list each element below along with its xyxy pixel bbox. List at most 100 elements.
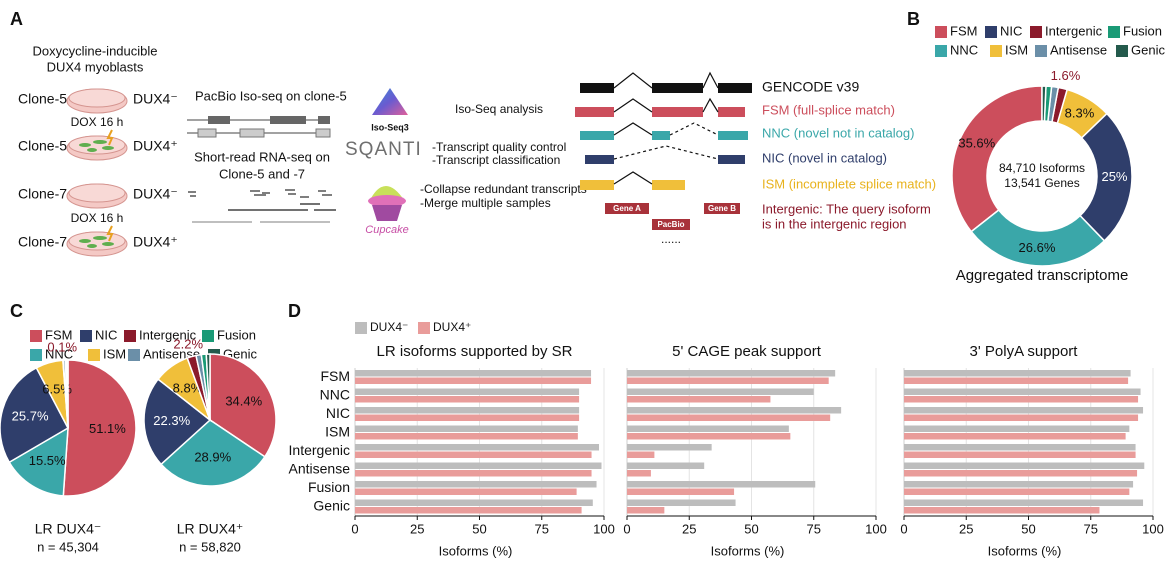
- bar: [627, 396, 771, 403]
- structure-label: is in the intergenic region: [762, 216, 907, 231]
- bar: [904, 377, 1129, 384]
- bar: [627, 470, 651, 477]
- x-axis-label: Isoforms (%): [711, 543, 785, 558]
- slice: [205, 353, 211, 421]
- legend-label: Fusion: [217, 327, 256, 342]
- bar: [904, 470, 1138, 477]
- panel-a: A Doxycycline-inducible DUX4 myoblasts C…: [10, 9, 936, 257]
- bar: [355, 470, 592, 477]
- legend-label: FSM: [950, 23, 977, 38]
- legend-swatch: [30, 330, 42, 342]
- x-tick-label: 100: [593, 521, 615, 536]
- subplot-title: 5' CAGE peak support: [672, 343, 822, 360]
- title-line: DUX4 myoblasts: [47, 59, 144, 74]
- bar: [355, 462, 602, 469]
- legend-swatch: [355, 322, 367, 334]
- bar: [904, 451, 1136, 458]
- value-label: 25%: [1101, 169, 1127, 184]
- legend-label: Antisense: [143, 346, 200, 361]
- legend-swatch: [1108, 26, 1120, 38]
- step-label: Iso-Seq analysis: [455, 102, 543, 116]
- value-label: 26.6%: [1019, 240, 1056, 255]
- value-label: 15.5%: [29, 453, 66, 468]
- bar: [627, 481, 816, 488]
- legend-label: NIC: [95, 327, 117, 342]
- bar: [627, 370, 836, 377]
- ellipsis: ......: [661, 232, 681, 246]
- tool-label: Cupcake: [365, 224, 408, 236]
- value-label: 1.6%: [1051, 68, 1081, 83]
- slice: [970, 208, 1106, 267]
- pie-name: LR DUX4⁺: [177, 521, 244, 537]
- bar: [627, 488, 735, 495]
- legend-label: DUX4⁺: [433, 320, 471, 334]
- slice: [1041, 85, 1047, 122]
- legend-swatch: [128, 349, 140, 361]
- bar: [904, 396, 1139, 403]
- panel-label: C: [10, 301, 23, 321]
- x-tick-label: 0: [351, 521, 358, 536]
- x-tick-label: 100: [865, 521, 887, 536]
- long-reads: [187, 116, 331, 138]
- bar: [627, 407, 842, 414]
- x-tick-label: 25: [959, 521, 973, 536]
- state-label: DUX4⁻: [133, 186, 178, 202]
- legend-label: Fusion: [1123, 23, 1162, 38]
- clone-label: Clone-7: [18, 186, 67, 202]
- pie-n: n = 58,820: [179, 539, 241, 554]
- legend-label: FSM: [45, 327, 72, 342]
- short-reads: [188, 189, 336, 223]
- state-label: DUX4⁺: [133, 234, 178, 250]
- x-tick-label: 0: [623, 521, 630, 536]
- structure-label: GENCODE v39: [762, 79, 859, 95]
- x-tick-label: 50: [472, 521, 486, 536]
- subplot-title: LR isoforms supported by SR: [377, 343, 573, 360]
- bar: [904, 370, 1131, 377]
- short-read-label: Short-read RNA-seq on: [194, 149, 330, 164]
- step-label: -Merge multiple samples: [420, 196, 551, 210]
- x-tick-label: 50: [1021, 521, 1035, 536]
- pacbio-label: PacBio: [657, 220, 684, 229]
- bar: [627, 414, 831, 421]
- subtitle: Aggregated transcriptome: [956, 267, 1129, 284]
- x-tick-label: 100: [1142, 521, 1164, 536]
- step-label: -Collapse redundant transcripts: [420, 182, 587, 196]
- bar: [355, 444, 600, 451]
- isoform-structures: [575, 71, 752, 230]
- slice: [159, 419, 266, 487]
- y-tick-label: Genic: [313, 497, 350, 513]
- value-label: 0.1%: [47, 340, 77, 355]
- legend-swatch: [88, 349, 100, 361]
- legend-label: ISM: [1005, 42, 1028, 57]
- legend-swatch: [1116, 45, 1128, 57]
- structure-label: ISM (incomplete splice match): [762, 176, 936, 191]
- value-label: 8.8%: [173, 380, 203, 395]
- bar: [627, 462, 705, 469]
- slice: [0, 366, 69, 464]
- bar: [627, 377, 829, 384]
- legend-swatch: [1035, 45, 1047, 57]
- y-tick-label: NIC: [326, 405, 350, 421]
- state-label: DUX4⁻: [133, 91, 178, 107]
- clone-label: Clone-5: [18, 91, 67, 107]
- bar: [355, 396, 580, 403]
- y-tick-label: Antisense: [289, 460, 351, 476]
- bar: [355, 370, 592, 377]
- legend-swatch: [935, 26, 947, 38]
- value-label: 34.4%: [225, 393, 262, 408]
- x-tick-label: 25: [410, 521, 424, 536]
- isoseq-logo: [372, 88, 408, 115]
- bar: [904, 425, 1130, 432]
- legend-label: NNC: [950, 42, 978, 57]
- legend-label: NIC: [1000, 23, 1022, 38]
- value-label: 28.9%: [194, 450, 231, 465]
- y-tick-label: Fusion: [308, 479, 350, 495]
- legend-swatch: [1030, 26, 1042, 38]
- bar: [904, 414, 1139, 421]
- tool-label: Iso-Seq3: [371, 122, 409, 132]
- pie-name: LR DUX4⁻: [35, 521, 102, 537]
- legend-swatch: [202, 330, 214, 342]
- legend-swatch: [990, 45, 1002, 57]
- legend-label: ISM: [103, 346, 126, 361]
- legend-swatch: [418, 322, 430, 334]
